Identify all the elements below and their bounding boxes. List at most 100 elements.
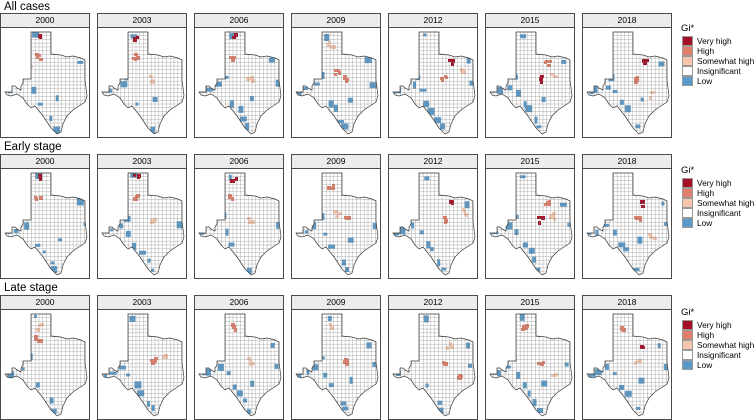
- county-high: [522, 325, 525, 329]
- map-panel: 2000: [0, 295, 90, 420]
- county-somewhat-high: [150, 221, 154, 224]
- county-low: [637, 236, 643, 244]
- map-panel: 2006: [194, 154, 284, 279]
- county-low: [225, 228, 229, 236]
- county-very-high: [645, 59, 649, 62]
- county-low: [226, 371, 231, 376]
- county-low: [276, 221, 280, 229]
- texas-map: [198, 313, 282, 417]
- county-very-high: [451, 59, 455, 63]
- swatch-low: [682, 218, 693, 228]
- texas-map: [101, 172, 185, 276]
- legend-title: Gi*: [681, 23, 695, 34]
- county-high: [545, 60, 549, 63]
- texas-map: [198, 31, 282, 135]
- county-somewhat-high: [26, 67, 30, 71]
- county-low: [437, 259, 441, 267]
- county-high: [231, 197, 234, 200]
- swatch-insignificant: [682, 208, 693, 218]
- legend-label: Low: [697, 360, 713, 370]
- county-low: [491, 86, 495, 93]
- county-low: [327, 316, 332, 322]
- county-somewhat-high: [552, 212, 556, 215]
- county-somewhat-high: [338, 212, 342, 215]
- county-low: [31, 86, 37, 94]
- county-low: [393, 232, 400, 236]
- county-low: [232, 384, 237, 390]
- county-low: [50, 266, 57, 274]
- texas-map: [198, 172, 282, 276]
- county-high: [232, 325, 236, 329]
- map-panel: 2009: [291, 13, 381, 138]
- texas-fill: [490, 32, 572, 134]
- county-high: [525, 324, 529, 328]
- county-low: [638, 377, 645, 384]
- county-high: [34, 335, 38, 339]
- legend-item-insignificant: Insignificant: [681, 350, 753, 360]
- county-high: [334, 73, 337, 76]
- county-somewhat-high: [330, 326, 333, 330]
- county-high: [548, 60, 552, 63]
- county-very-high: [640, 200, 644, 204]
- county-very-high: [643, 61, 647, 65]
- county-somewhat-high: [549, 215, 553, 219]
- county-low: [306, 367, 310, 375]
- county-low: [35, 382, 40, 388]
- map-panel: 2000: [0, 154, 90, 279]
- county-low: [661, 201, 665, 206]
- legend-label: High: [697, 46, 715, 56]
- county-low: [497, 87, 504, 95]
- county-high: [548, 203, 551, 206]
- swatch-very-high: [682, 320, 693, 330]
- state-outline: [101, 313, 185, 417]
- legend-label: Very high: [697, 178, 732, 188]
- state-outline: [4, 313, 88, 417]
- county-low: [341, 123, 349, 130]
- county-low: [532, 398, 537, 406]
- county-low: [528, 247, 535, 254]
- county-low: [434, 117, 442, 124]
- county-low: [429, 247, 434, 252]
- texas-map: [586, 172, 670, 276]
- county-low: [340, 401, 347, 406]
- county-low: [426, 241, 431, 249]
- panel-year-label: 2006: [195, 155, 283, 169]
- county-low: [602, 223, 610, 227]
- county-low: [419, 230, 424, 235]
- legend-title: Gi*: [681, 307, 695, 318]
- county-low: [228, 174, 232, 181]
- county-high: [39, 196, 43, 200]
- county-high: [548, 200, 551, 203]
- county-somewhat-high: [27, 209, 31, 212]
- texas-fill: [199, 173, 281, 275]
- texas-map: [586, 313, 670, 417]
- legend-item-low: Low: [681, 76, 753, 86]
- county-high: [458, 374, 462, 377]
- county-low: [372, 361, 378, 367]
- county-low: [312, 364, 319, 371]
- map-panel: 2006: [194, 295, 284, 420]
- county-very-high: [641, 346, 645, 349]
- legend-item-very-high: Very high: [681, 36, 753, 46]
- county-high: [337, 69, 340, 72]
- county-very-high: [449, 200, 453, 204]
- county-low: [437, 400, 443, 405]
- state-outline: [4, 172, 88, 276]
- map-panel: 2015: [485, 154, 575, 279]
- map-panel: 2003: [97, 154, 187, 279]
- legend-item-high: High: [681, 46, 753, 56]
- county-low: [137, 390, 145, 397]
- county-high: [343, 76, 347, 80]
- texas-fill: [296, 314, 378, 416]
- county-somewhat-high: [460, 68, 463, 71]
- panel-year-label: 2015: [486, 14, 574, 28]
- panel-year-label: 2015: [486, 155, 574, 169]
- row-title-early-stage: Early stage: [4, 141, 62, 153]
- county-very-high: [137, 174, 141, 178]
- county-somewhat-high: [27, 204, 30, 207]
- texas-fill: [102, 32, 184, 134]
- county-high: [232, 323, 235, 326]
- county-high: [338, 71, 341, 75]
- legend-late-stage: Gi* Very high High Somewhat high Insigni…: [681, 307, 754, 370]
- row-title-late-stage: Late stage: [4, 282, 58, 294]
